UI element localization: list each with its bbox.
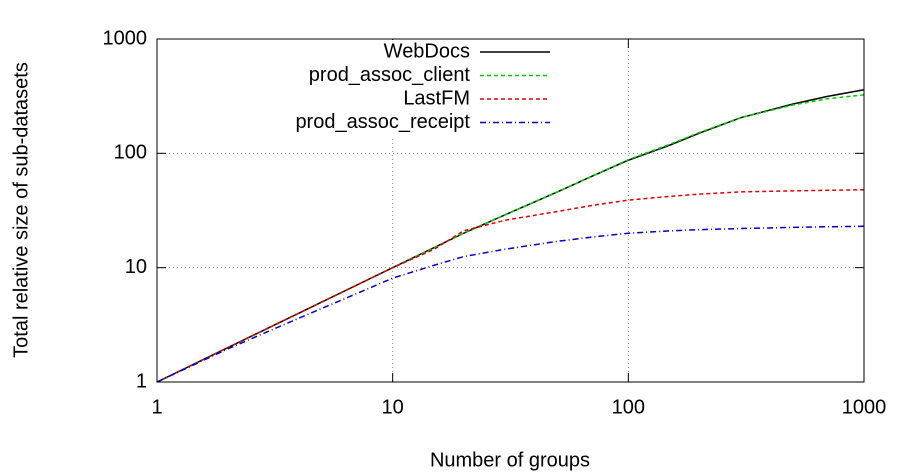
y-tick-label: 100 (114, 142, 147, 164)
x-tick-label: 1 (151, 396, 162, 418)
plot-frame (156, 38, 865, 383)
y-tick-label: 1 (136, 370, 147, 392)
y-axis-label: Total relative size of sub-datasets (10, 62, 32, 358)
series-line (156, 94, 865, 383)
legend-label: LastFM (403, 87, 470, 109)
x-tick-label: 100 (612, 396, 645, 418)
x-tick-label: 10 (382, 396, 404, 418)
legend-label: WebDocs (384, 40, 470, 62)
legend-label: prod_assoc_receipt (295, 111, 470, 133)
x-axis-label: Number of groups (430, 449, 590, 471)
y-tick-label: 10 (125, 256, 147, 278)
legend-background (200, 40, 560, 136)
series-line (156, 225, 865, 383)
y-tick-label: 1000 (103, 27, 148, 49)
series-line (156, 189, 865, 383)
x-tick-label: 1000 (842, 396, 887, 418)
legend-label: prod_assoc_client (309, 64, 471, 86)
